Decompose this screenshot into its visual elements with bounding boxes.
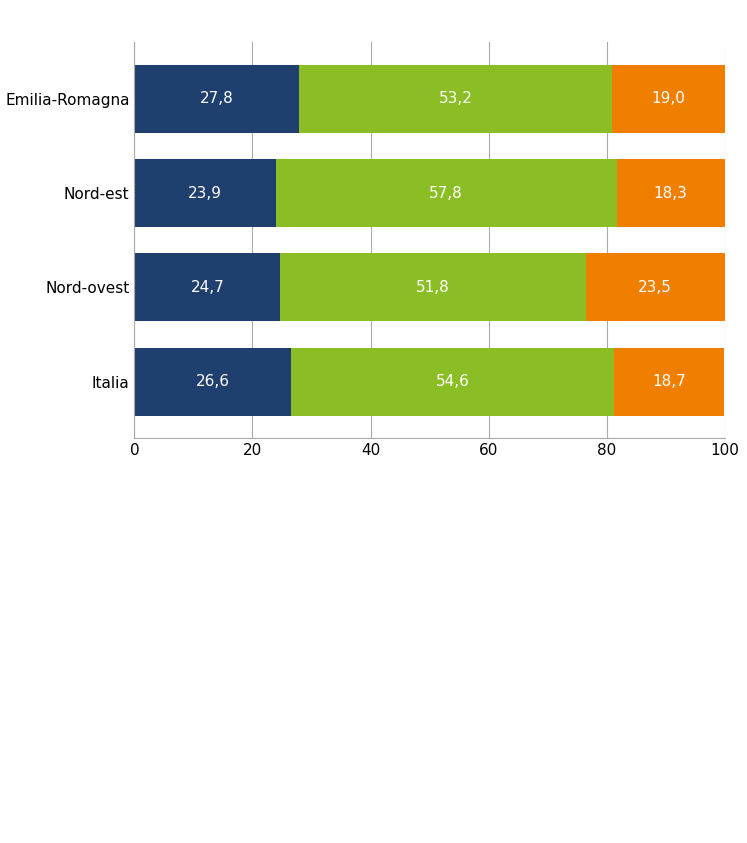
Bar [613, 348, 724, 416]
Text: 53,2: 53,2 [438, 91, 472, 106]
Bar [299, 65, 613, 132]
Bar [586, 254, 725, 321]
Bar [616, 159, 725, 227]
Bar [134, 65, 299, 132]
Text: 23,5: 23,5 [639, 280, 672, 295]
Text: 18,3: 18,3 [654, 185, 687, 201]
Bar [291, 348, 613, 416]
Bar [280, 254, 586, 321]
Text: 54,6: 54,6 [436, 374, 469, 389]
Bar [276, 159, 616, 227]
Text: 18,7: 18,7 [652, 374, 686, 389]
Text: 27,8: 27,8 [199, 91, 233, 106]
Text: 23,9: 23,9 [188, 185, 222, 201]
Text: 19,0: 19,0 [651, 91, 686, 106]
Bar [134, 254, 280, 321]
Text: 24,7: 24,7 [190, 280, 224, 295]
Text: 51,8: 51,8 [416, 280, 450, 295]
Bar [613, 65, 725, 132]
Bar [134, 348, 291, 416]
Bar [134, 159, 276, 227]
Text: 57,8: 57,8 [430, 185, 463, 201]
Text: 26,6: 26,6 [196, 374, 230, 389]
